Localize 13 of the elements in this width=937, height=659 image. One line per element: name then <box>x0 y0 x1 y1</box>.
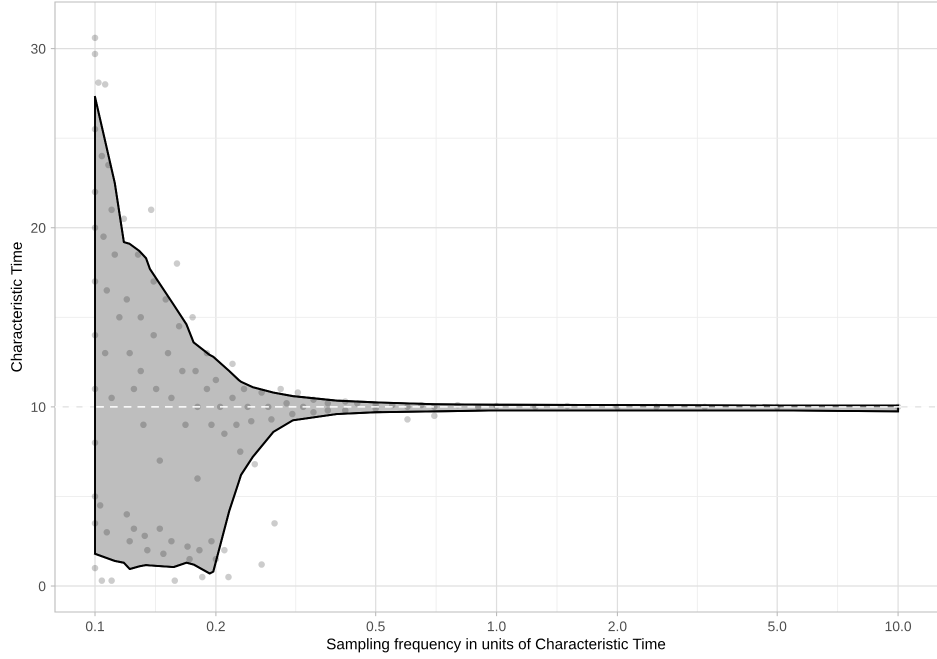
y-tick-label: 0 <box>38 581 46 592</box>
y-tick-label: 20 <box>31 223 46 233</box>
x-tick-label: 0.1 <box>86 621 104 632</box>
x-tick-label: 10.0 <box>886 621 912 632</box>
y-tick-label: 30 <box>31 44 46 54</box>
x-tick-label: 0.5 <box>366 621 385 632</box>
y-axis-title: Characteristic Time <box>10 242 22 372</box>
y-tick-label: 10 <box>32 402 46 412</box>
x-tick-label: 1.0 <box>488 621 506 632</box>
x-tick-label: 5.0 <box>768 621 786 632</box>
x-tick-label: 0.2 <box>206 621 225 632</box>
x-tick-label: 2.0 <box>608 621 627 632</box>
x-axis-title: Sampling frequency in units of Characteristic Time <box>326 638 666 652</box>
